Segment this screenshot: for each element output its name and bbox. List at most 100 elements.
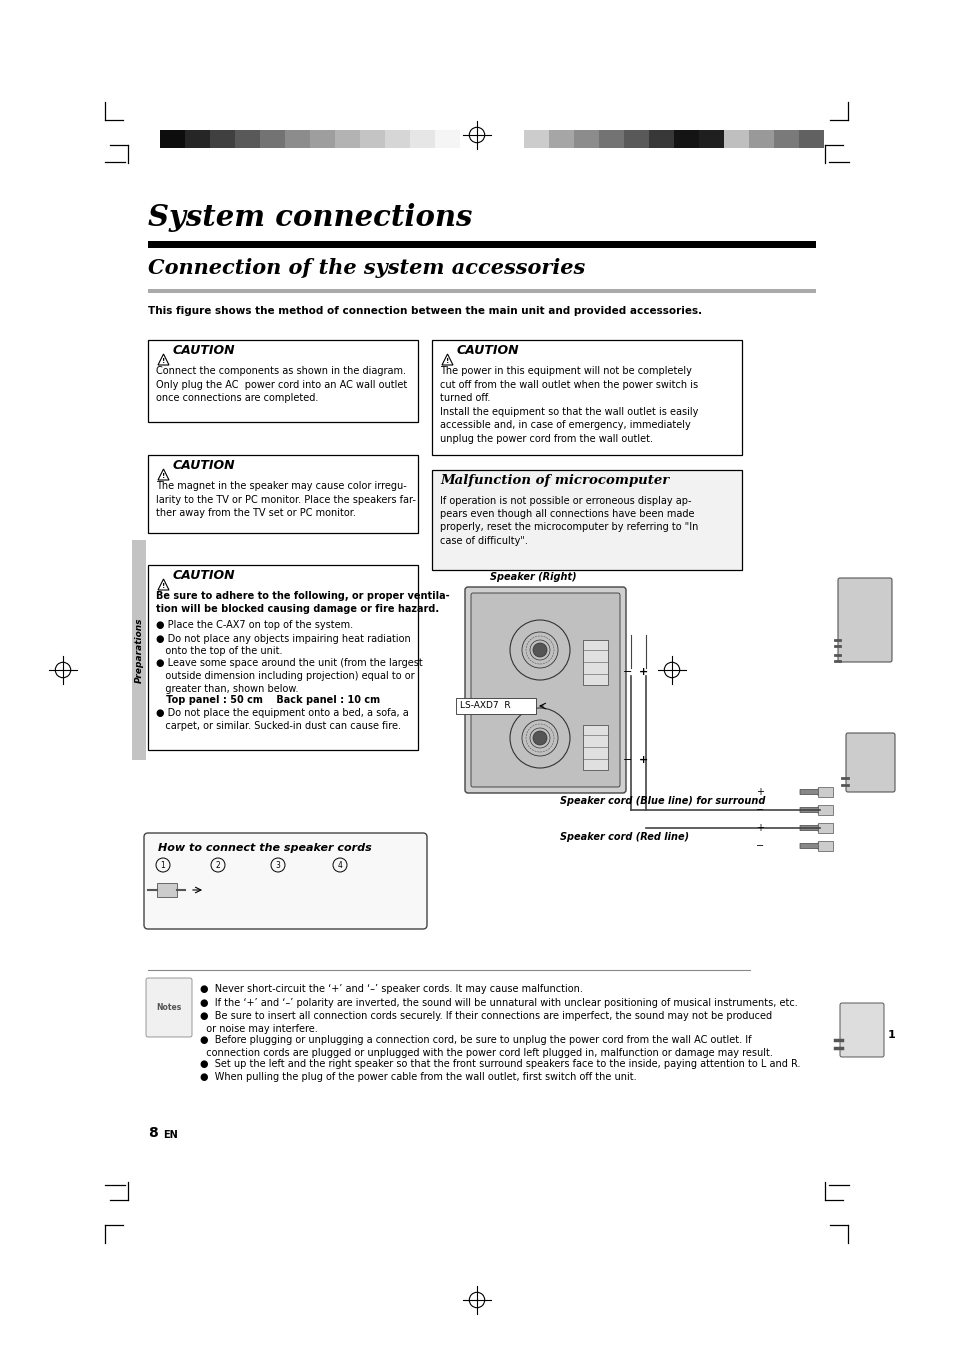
Bar: [260, 130, 285, 149]
Bar: [456, 698, 536, 713]
Bar: [432, 470, 741, 570]
Text: ●  Never short-circuit the ‘+’ and ‘–’ speaker cords. It may cause malfunction.: ● Never short-circuit the ‘+’ and ‘–’ sp…: [200, 984, 582, 994]
Text: Connect the components as shown in the diagram.
Only plug the AC  power cord int: Connect the components as shown in the d…: [156, 366, 407, 403]
Text: 8: 8: [148, 1125, 157, 1140]
Bar: [817, 805, 832, 815]
Bar: [432, 340, 741, 455]
Text: ● Do not place the equipment onto a bed, a sofa, a
   carpet, or similar. Sucked: ● Do not place the equipment onto a bed,…: [156, 708, 408, 731]
Bar: [148, 240, 815, 249]
Text: 3: 3: [275, 861, 280, 870]
FancyBboxPatch shape: [464, 586, 625, 793]
Text: +: +: [755, 823, 763, 834]
Text: CAUTION: CAUTION: [172, 569, 235, 582]
Text: The magnet in the speaker may cause color irregu-
larity to the TV or PC monitor: The magnet in the speaker may cause colo…: [156, 481, 416, 519]
Text: ●  Set up the left and the right speaker so that the front surround speakers fac: ● Set up the left and the right speaker …: [200, 1059, 800, 1069]
Text: ●  If the ‘+’ and ‘–’ polarity are inverted, the sound will be unnatural with un: ● If the ‘+’ and ‘–’ polarity are invert…: [200, 997, 797, 1008]
Text: Speaker cord (Red line): Speaker cord (Red line): [559, 832, 688, 842]
Text: !: !: [162, 584, 165, 589]
Text: ●  Be sure to insert all connection cords securely. If their connections are imp: ● Be sure to insert all connection cords…: [200, 1011, 771, 1035]
Text: Speaker cord (Blue line) for surround: Speaker cord (Blue line) for surround: [559, 796, 764, 807]
Text: CAUTION: CAUTION: [172, 345, 235, 357]
Text: How to connect the speaker cords: How to connect the speaker cords: [158, 843, 372, 852]
Text: The power in this equipment will not be completely
cut off from the wall outlet : The power in this equipment will not be …: [439, 366, 698, 444]
Text: CAUTION: CAUTION: [172, 459, 235, 471]
FancyBboxPatch shape: [845, 734, 894, 792]
Bar: [648, 130, 673, 149]
Bar: [582, 640, 607, 685]
Bar: [132, 540, 146, 761]
Bar: [582, 725, 607, 770]
Bar: [574, 130, 598, 149]
Text: ●  Before plugging or unplugging a connection cord, be sure to unplug the power : ● Before plugging or unplugging a connec…: [200, 1035, 772, 1058]
Bar: [523, 130, 548, 149]
Bar: [148, 340, 417, 422]
Bar: [157, 884, 177, 897]
Text: Connection of the system accessories: Connection of the system accessories: [148, 258, 584, 278]
Text: +: +: [755, 788, 763, 797]
FancyArrow shape: [800, 807, 822, 813]
Text: Be sure to adhere to the following, or proper ventila-
tion will be blocked caus: Be sure to adhere to the following, or p…: [156, 590, 449, 615]
Text: Malfunction of microcomputer: Malfunction of microcomputer: [439, 474, 669, 486]
Bar: [385, 130, 410, 149]
Bar: [310, 130, 335, 149]
Bar: [335, 130, 359, 149]
FancyBboxPatch shape: [471, 593, 619, 788]
Bar: [148, 455, 417, 534]
Bar: [773, 130, 799, 149]
Text: Preparations: Preparations: [134, 617, 143, 682]
Text: +: +: [639, 755, 648, 765]
Text: Top panel : 50 cm    Back panel : 10 cm: Top panel : 50 cm Back panel : 10 cm: [156, 694, 379, 705]
Text: This figure shows the method of connection between the main unit and provided ac: This figure shows the method of connecti…: [148, 305, 701, 316]
Text: −: −: [622, 667, 632, 677]
Bar: [548, 130, 574, 149]
Text: System connections: System connections: [148, 203, 472, 232]
Bar: [359, 130, 385, 149]
FancyBboxPatch shape: [144, 834, 427, 929]
FancyBboxPatch shape: [840, 1002, 883, 1056]
Bar: [748, 130, 773, 149]
Text: ● Do not place any objects impairing heat radiation
   onto the top of the unit.: ● Do not place any objects impairing hea…: [156, 634, 411, 657]
Bar: [185, 130, 210, 149]
Bar: [699, 130, 723, 149]
Bar: [160, 130, 185, 149]
Bar: [435, 130, 459, 149]
Circle shape: [533, 643, 546, 657]
Text: −: −: [622, 755, 632, 765]
Text: If operation is not possible or erroneous display ap-
pears even though all conn: If operation is not possible or erroneou…: [439, 496, 698, 546]
Bar: [817, 788, 832, 797]
FancyArrow shape: [800, 789, 822, 796]
Bar: [148, 565, 417, 750]
Text: 1: 1: [160, 861, 165, 870]
Text: 2: 2: [215, 861, 220, 870]
FancyBboxPatch shape: [146, 978, 192, 1038]
Text: CAUTION: CAUTION: [456, 345, 519, 357]
Bar: [673, 130, 699, 149]
Text: ● Place the C-AX7 on top of the system.: ● Place the C-AX7 on top of the system.: [156, 620, 353, 630]
FancyBboxPatch shape: [837, 578, 891, 662]
Text: 1: 1: [887, 1029, 895, 1040]
Text: !: !: [162, 358, 165, 363]
Text: −: −: [755, 842, 763, 851]
Text: Notes: Notes: [156, 1004, 181, 1012]
Bar: [598, 130, 623, 149]
FancyArrow shape: [800, 824, 822, 831]
Text: LS-AXD7  R: LS-AXD7 R: [459, 701, 510, 711]
Text: 4: 4: [337, 861, 342, 870]
Text: −: −: [755, 805, 763, 815]
Circle shape: [533, 731, 546, 744]
Bar: [285, 130, 310, 149]
Text: ● Leave some space around the unit (from the largest
   outside dimension includ: ● Leave some space around the unit (from…: [156, 658, 422, 694]
Bar: [817, 842, 832, 851]
Bar: [410, 130, 435, 149]
Text: EN: EN: [163, 1129, 177, 1140]
Bar: [799, 130, 823, 149]
Text: +: +: [639, 667, 648, 677]
Text: !: !: [445, 358, 449, 363]
Text: ●  When pulling the plug of the power cable from the wall outlet, first switch o: ● When pulling the plug of the power cab…: [200, 1073, 636, 1082]
Text: Speaker (Right): Speaker (Right): [490, 571, 576, 582]
Bar: [623, 130, 648, 149]
FancyArrow shape: [800, 843, 822, 850]
Bar: [234, 130, 260, 149]
Bar: [148, 289, 815, 293]
Bar: [817, 823, 832, 834]
